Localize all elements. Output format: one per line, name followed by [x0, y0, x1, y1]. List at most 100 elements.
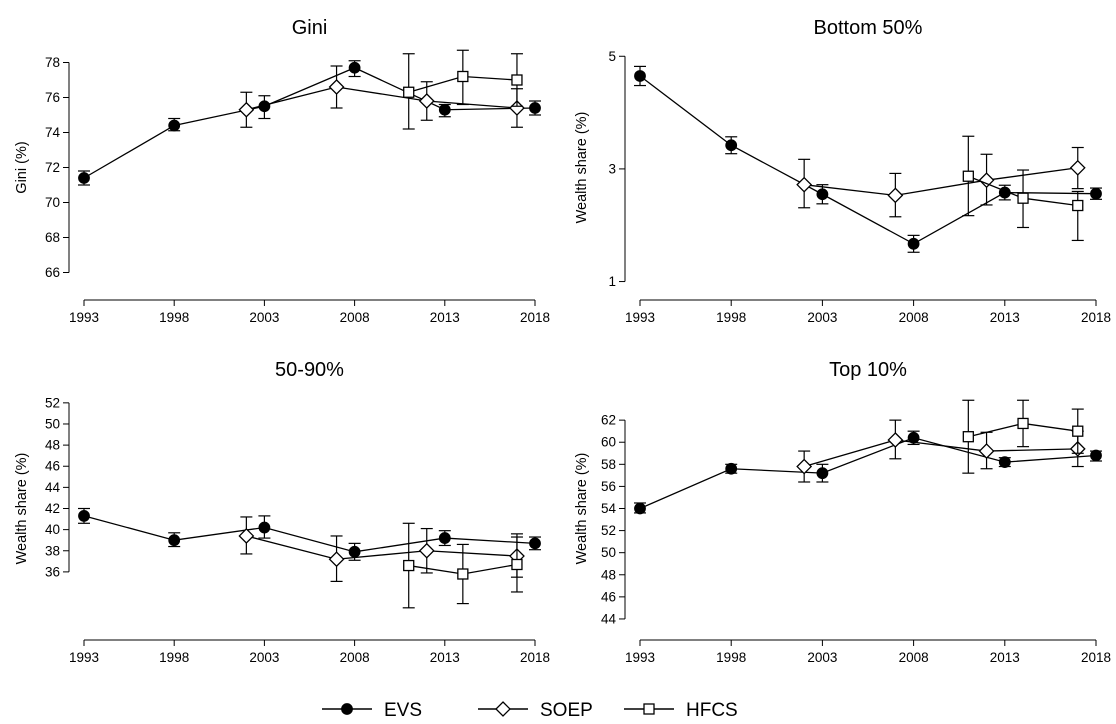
x-tick-label: 2008 — [340, 310, 370, 325]
y-tick-label: 5 — [608, 49, 616, 64]
data-point — [887, 187, 904, 204]
x-tick-label: 1998 — [159, 650, 189, 665]
y-tick-label: 60 — [601, 435, 616, 450]
data-point — [816, 188, 829, 201]
x-tick-label: 1993 — [69, 650, 99, 665]
x-tick-label: 1998 — [716, 310, 746, 325]
x-tick-label: 1993 — [69, 310, 99, 325]
x-tick-label: 2013 — [430, 310, 460, 325]
data-point — [1072, 199, 1084, 212]
y-tick-label: 1 — [608, 274, 616, 289]
data-point — [168, 119, 181, 132]
data-point — [725, 462, 738, 475]
data-point — [348, 61, 361, 74]
legend-item-soep: SOEP — [478, 700, 593, 721]
x-tick-label: 2013 — [990, 310, 1020, 325]
y-tick-label: 50 — [601, 545, 616, 560]
data-point — [348, 545, 361, 558]
y-axis-label: Wealth share (%) — [574, 453, 590, 565]
series-hfcs — [402, 522, 523, 609]
x-tick-label: 1993 — [625, 650, 655, 665]
data-point — [328, 551, 345, 568]
data-point — [403, 86, 415, 98]
y-tick-label: 52 — [601, 523, 616, 538]
data-point — [258, 521, 271, 534]
y-tick-label: 66 — [45, 265, 60, 280]
series-evs — [634, 430, 1102, 515]
legend-marker — [495, 701, 511, 717]
x-tick-label: 2018 — [520, 310, 550, 325]
chart-title: 50-90% — [275, 359, 344, 381]
data-point — [907, 431, 920, 444]
x-tick-label: 2008 — [899, 650, 929, 665]
y-tick-label: 48 — [601, 567, 616, 582]
y-tick-label: 78 — [45, 55, 60, 70]
data-point — [887, 432, 904, 448]
x-tick-label: 2018 — [1081, 650, 1111, 665]
y-tick-label: 70 — [45, 195, 60, 210]
y-tick-label: 46 — [601, 589, 616, 604]
y-tick-label: 48 — [45, 438, 60, 453]
data-point — [1072, 425, 1084, 437]
y-tick-label: 74 — [45, 125, 61, 140]
series-line — [803, 439, 1078, 468]
y-tick-label: 72 — [45, 160, 60, 175]
data-point — [634, 502, 646, 515]
x-tick-label: 2008 — [899, 310, 929, 325]
series-line — [804, 167, 1078, 197]
x-tick-label: 2018 — [520, 650, 550, 665]
data-point — [418, 93, 435, 109]
data-point — [796, 458, 813, 475]
data-point — [998, 456, 1011, 469]
chart-title: Gini — [292, 17, 328, 39]
data-point — [78, 172, 90, 184]
y-tick-label: 50 — [45, 416, 60, 431]
data-point — [1069, 159, 1086, 176]
data-point — [418, 542, 435, 559]
chart-panel-1: Gini 66 68 70 72 74 76 78 1993 1998 2003 2008 2013 20… — [14, 17, 550, 325]
y-tick-label: 44 — [45, 480, 61, 495]
legend-marker — [341, 703, 353, 715]
data-point — [438, 103, 451, 116]
data-point — [328, 79, 345, 95]
x-tick-label: 2008 — [340, 650, 370, 665]
legend-label: EVS — [384, 700, 422, 721]
data-point — [725, 139, 738, 152]
data-point — [1017, 192, 1029, 204]
chart-panel-3: 50-90% 36 38 40 42 44 46 48 50 52 1993 1998 2003 2008… — [14, 359, 550, 665]
y-axis-label: Wealth share (%) — [14, 453, 30, 565]
x-tick-label: 2018 — [1081, 310, 1111, 325]
y-tick-label: 46 — [45, 459, 60, 474]
data-point — [962, 431, 974, 443]
x-tick-label: 2013 — [430, 650, 460, 665]
data-point — [238, 101, 255, 118]
series-line — [639, 437, 1097, 510]
y-tick-label: 56 — [601, 479, 616, 494]
y-axis-label: Gini (%) — [14, 141, 30, 193]
data-point — [1017, 417, 1029, 430]
chart-panel-2: Bottom 50% 1 3 5 1993 1998 2003 2008 2013 2018 Wea… — [574, 17, 1111, 325]
data-point — [511, 74, 523, 86]
data-point — [438, 532, 451, 544]
data-point — [403, 559, 415, 572]
series-evs — [78, 60, 541, 186]
y-tick-label: 36 — [45, 564, 60, 579]
data-point — [1090, 187, 1102, 200]
legend-marker — [643, 703, 655, 715]
chart-title: Bottom 50% — [814, 17, 923, 39]
y-axis-label: Wealth share (%) — [574, 112, 590, 224]
data-point — [978, 172, 995, 189]
y-tick-label: 58 — [601, 457, 616, 472]
x-tick-label: 1993 — [625, 310, 655, 325]
series-line — [246, 535, 517, 560]
y-tick-label: 52 — [45, 395, 60, 410]
series-line — [83, 67, 536, 179]
data-point — [816, 467, 829, 480]
data-point — [238, 528, 255, 544]
legend-label: HFCS — [686, 700, 738, 721]
data-point — [962, 170, 974, 182]
y-tick-label: 42 — [45, 501, 60, 516]
data-point — [168, 534, 181, 547]
x-tick-label: 2003 — [807, 310, 837, 325]
data-point — [634, 70, 646, 82]
